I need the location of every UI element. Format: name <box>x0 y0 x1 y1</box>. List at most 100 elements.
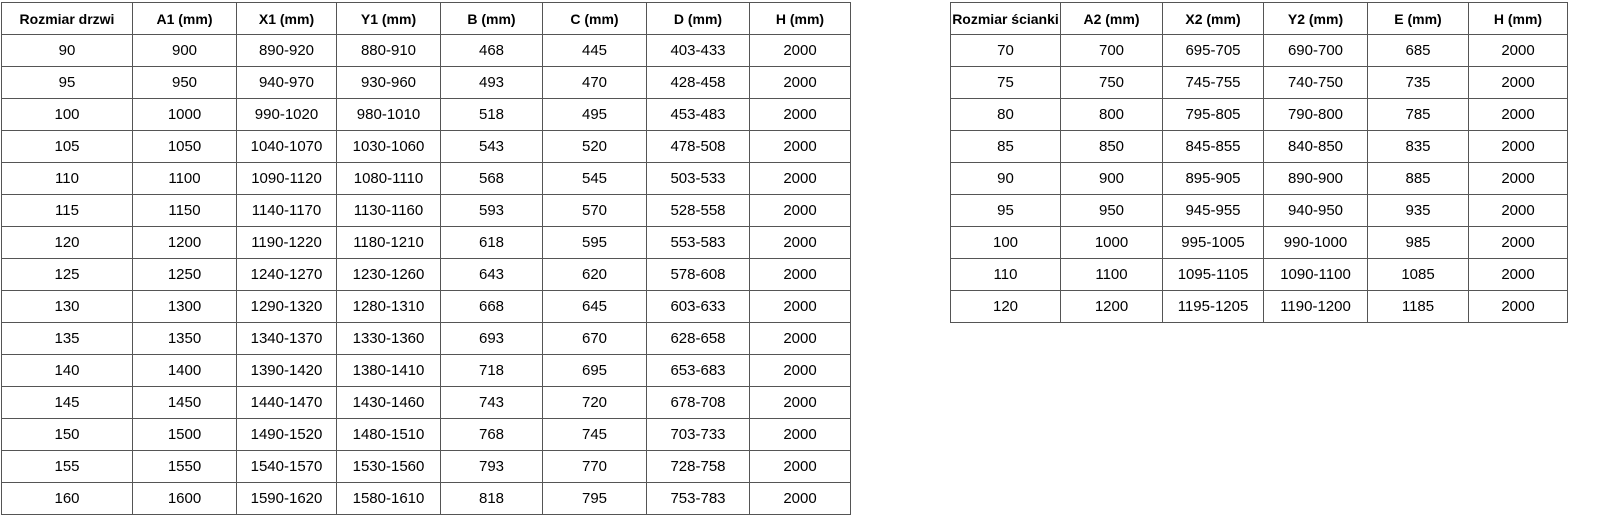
column-header: A2 (mm) <box>1060 2 1163 35</box>
table-cell: 1340-1370 <box>236 322 337 355</box>
table-row: 90 900 895-905 890-900 885 2000 <box>950 162 1568 195</box>
table-row: 75 750 745-755 740-750 735 2000 <box>950 66 1568 99</box>
table-cell: 150 <box>1 418 133 451</box>
table-cell: 1230-1260 <box>336 258 441 291</box>
table-cell: 120 <box>950 290 1061 323</box>
table-row: 85 850 845-855 840-850 835 2000 <box>950 130 1568 163</box>
table-cell: 75 <box>950 66 1061 99</box>
table-cell: 1480-1510 <box>336 418 441 451</box>
table-cell: 1130-1160 <box>336 194 441 227</box>
table-cell: 2000 <box>1468 290 1568 323</box>
table-cell: 940-950 <box>1263 194 1368 227</box>
table-cell: 568 <box>440 162 543 195</box>
table-cell: 1085 <box>1367 258 1469 291</box>
table-cell: 145 <box>1 386 133 419</box>
table-row: 100 1000 995-1005 990-1000 985 2000 <box>950 226 1568 259</box>
table-cell: 1530-1560 <box>336 450 441 483</box>
door-table-header-row: Rozmiar drzwi A1 (mm) X1 (mm) Y1 (mm) B (mm)… <box>1 2 851 35</box>
table-cell: 670 <box>542 322 647 355</box>
table-cell: 2000 <box>1468 258 1568 291</box>
table-cell: 995-1005 <box>1162 226 1264 259</box>
table-cell: 2000 <box>749 162 851 195</box>
table-cell: 1240-1270 <box>236 258 337 291</box>
table-cell: 110 <box>950 258 1061 291</box>
table-cell: 940-970 <box>236 66 337 99</box>
table-cell: 785 <box>1367 98 1469 131</box>
table-cell: 620 <box>542 258 647 291</box>
table-cell: 543 <box>440 130 543 163</box>
table-cell: 895-905 <box>1162 162 1264 195</box>
column-header: Y1 (mm) <box>336 2 441 35</box>
table-cell: 428-458 <box>646 66 750 99</box>
table-cell: 735 <box>1367 66 1469 99</box>
table-cell: 845-855 <box>1162 130 1264 163</box>
table-cell: 403-433 <box>646 34 750 67</box>
table-cell: 695 <box>542 354 647 387</box>
table-cell: 2000 <box>1468 66 1568 99</box>
table-cell: 595 <box>542 226 647 259</box>
table-cell: 890-900 <box>1263 162 1368 195</box>
column-header: Y2 (mm) <box>1263 2 1368 35</box>
wall-size-table: Rozmiar ścianki A2 (mm) X2 (mm) Y2 (mm) E (m… <box>950 2 1568 323</box>
table-cell: 645 <box>542 290 647 323</box>
table-cell: 768 <box>440 418 543 451</box>
table-cell: 795 <box>542 482 647 515</box>
column-header: E (mm) <box>1367 2 1469 35</box>
table-row: 145 1450 1440-1470 1430-1460 743 720 678-708 20… <box>1 386 851 419</box>
table-cell: 1500 <box>132 418 237 451</box>
table-cell: 593 <box>440 194 543 227</box>
table-cell: 570 <box>542 194 647 227</box>
table-cell: 1200 <box>1060 290 1163 323</box>
table-cell: 740-750 <box>1263 66 1368 99</box>
table-cell: 495 <box>542 98 647 131</box>
table-cell: 100 <box>1 98 133 131</box>
table-cell: 125 <box>1 258 133 291</box>
table-cell: 880-910 <box>336 34 441 67</box>
table-cell: 110 <box>1 162 133 195</box>
table-row: 155 1550 1540-1570 1530-1560 793 770 728-758 20… <box>1 450 851 483</box>
table-cell: 135 <box>1 322 133 355</box>
table-cell: 130 <box>1 290 133 323</box>
table-cell: 2000 <box>749 482 851 515</box>
column-header: A1 (mm) <box>132 2 237 35</box>
table-row: 135 1350 1340-1370 1330-1360 693 670 628-658 20… <box>1 322 851 355</box>
table-cell: 2000 <box>749 66 851 99</box>
table-cell: 1030-1060 <box>336 130 441 163</box>
table-cell: 2000 <box>749 194 851 227</box>
table-row: 125 1250 1240-1270 1230-1260 643 620 578-608 20… <box>1 258 851 291</box>
table-row: 110 1100 1095-1105 1090-1100 1085 2000 <box>950 258 1568 291</box>
table-cell: 720 <box>542 386 647 419</box>
table-cell: 1140-1170 <box>236 194 337 227</box>
table-cell: 793 <box>440 450 543 483</box>
table-cell: 1440-1470 <box>236 386 337 419</box>
table-cell: 1185 <box>1367 290 1469 323</box>
table-cell: 105 <box>1 130 133 163</box>
table-row: 100 1000 990-1020 980-1010 518 495 453-483 2000 <box>1 98 851 131</box>
table-cell: 1430-1460 <box>336 386 441 419</box>
table-cell: 2000 <box>749 450 851 483</box>
table-row: 120 1200 1195-1205 1190-1200 1185 2000 <box>950 290 1568 323</box>
table-cell: 643 <box>440 258 543 291</box>
table-cell: 800 <box>1060 98 1163 131</box>
table-row: 105 1050 1040-1070 1030-1060 543 520 478-508 20… <box>1 130 851 163</box>
table-cell: 2000 <box>749 226 851 259</box>
table-cell: 653-683 <box>646 354 750 387</box>
table-cell: 1450 <box>132 386 237 419</box>
column-header: B (mm) <box>440 2 543 35</box>
column-header: X1 (mm) <box>236 2 337 35</box>
table-cell: 985 <box>1367 226 1469 259</box>
table-cell: 140 <box>1 354 133 387</box>
table-cell: 1590-1620 <box>236 482 337 515</box>
table-row: 95 950 945-955 940-950 935 2000 <box>950 194 1568 227</box>
table-row: 130 1300 1290-1320 1280-1310 668 645 603-633 20… <box>1 290 851 323</box>
table-cell: 990-1000 <box>1263 226 1368 259</box>
table-cell: 1000 <box>1060 226 1163 259</box>
table-cell: 685 <box>1367 34 1469 67</box>
table-cell: 2000 <box>749 258 851 291</box>
wall-table-header-row: Rozmiar ścianki A2 (mm) X2 (mm) Y2 (mm) E (m… <box>950 2 1568 35</box>
table-cell: 2000 <box>1468 130 1568 163</box>
table-cell: 1350 <box>132 322 237 355</box>
table-cell: 745-755 <box>1162 66 1264 99</box>
table-cell: 945-955 <box>1162 194 1264 227</box>
